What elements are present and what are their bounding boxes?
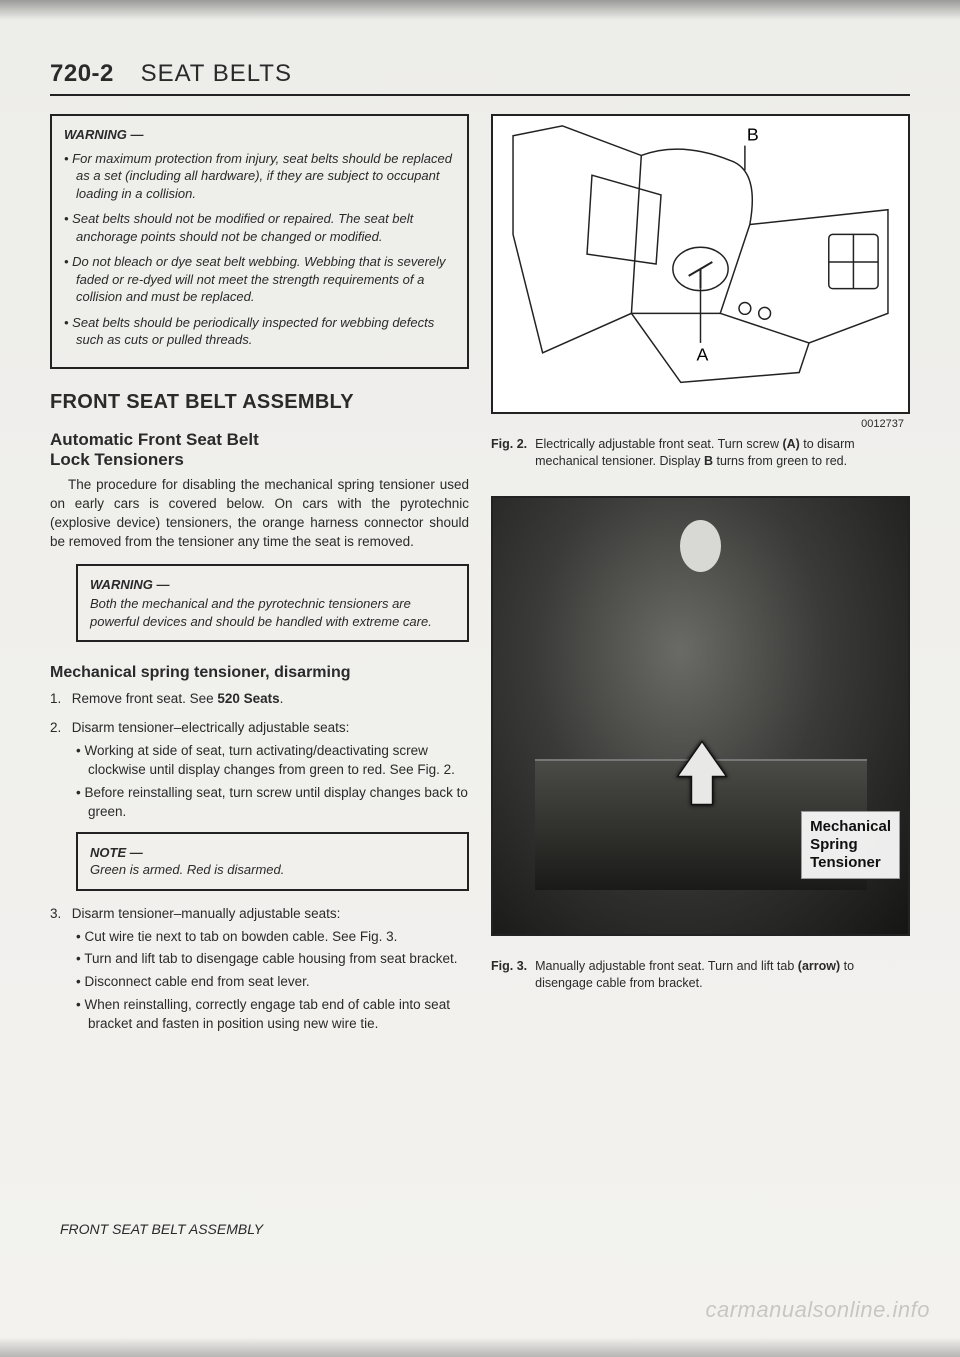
- warning-item: Seat belts should not be modified or rep…: [64, 210, 455, 245]
- figure-label: Fig. 3.: [491, 958, 527, 992]
- warning-item: For maximum protection from injury, seat…: [64, 150, 455, 203]
- step-number: 2.: [50, 719, 68, 738]
- step-number: 3.: [50, 905, 68, 924]
- note-body: Green is armed. Red is disarmed.: [90, 861, 455, 879]
- procedure-steps-cont: 3. Disarm tensioner–manually adjustable …: [50, 905, 469, 1034]
- sub-step: Disconnect cable end from seat lever.: [76, 973, 469, 992]
- figure-2-caption: Fig. 2. Electrically adjustable front se…: [491, 436, 910, 470]
- sub-steps: Working at side of seat, turn activating…: [76, 742, 469, 822]
- warning-item: Seat belts should be periodically inspec…: [64, 314, 455, 349]
- figure-caption-text: Manually adjustable front seat. Turn and…: [535, 958, 910, 992]
- page-shadow-top: [0, 0, 960, 20]
- manual-page: 720-2 SEAT BELTS WARNING — For maximum p…: [0, 0, 960, 1357]
- seat-diagram-svg: B A: [493, 116, 908, 412]
- warning-heading: WARNING —: [90, 577, 169, 592]
- left-column: WARNING — For maximum protection from in…: [50, 114, 469, 1044]
- overlay-line: Mechanical: [810, 818, 891, 835]
- sub-step: When reinstalling, correctly engage tab …: [76, 996, 469, 1034]
- section-heading-2: Automatic Front Seat Belt Lock Tensioner…: [50, 430, 469, 470]
- right-column: B A 0012737 Fig. 2. Electrically adjusta…: [491, 114, 910, 1044]
- photo-bolt: [680, 520, 722, 572]
- step-text: Disarm tensioner–manually adjustable sea…: [72, 906, 341, 921]
- figure-id: 0012737: [861, 418, 904, 430]
- overlay-line: Spring: [810, 836, 858, 853]
- warning-list: For maximum protection from injury, seat…: [64, 150, 455, 349]
- section-heading-3: Mechanical spring tensioner, disarming: [50, 664, 469, 682]
- footer-section-title: FRONT SEAT BELT ASSEMBLY: [60, 1221, 263, 1237]
- sub-step: Before reinstalling seat, turn screw unt…: [76, 784, 469, 822]
- warning-box-top: WARNING — For maximum protection from in…: [50, 114, 469, 369]
- photo-overlay-label: Mechanical Spring Tensioner: [801, 811, 900, 879]
- page-header-text: 720-2 SEAT BELTS: [50, 60, 910, 88]
- sub-step: Turn and lift tab to disengage cable hou…: [76, 950, 469, 969]
- sub-step: Working at side of seat, turn activating…: [76, 742, 469, 780]
- step-2: 2. Disarm tensioner–electrically adjusta…: [50, 719, 469, 821]
- marker-b: B: [747, 125, 759, 145]
- figure-caption-text: Electrically adjustable front seat. Turn…: [535, 436, 910, 470]
- sub-step: Cut wire tie next to tab on bowden cable…: [76, 928, 469, 947]
- warning-heading: WARNING —: [64, 126, 455, 144]
- page-title: SEAT BELTS: [141, 60, 292, 87]
- step-text: Remove front seat. See 520 Seats.: [72, 691, 284, 706]
- marker-a: A: [697, 345, 709, 365]
- watermark: carmanualsonline.info: [705, 1297, 930, 1323]
- overlay-line: Tensioner: [810, 854, 881, 871]
- page-header: 720-2 SEAT BELTS: [50, 60, 910, 96]
- arrow-icon: [667, 738, 737, 808]
- figure-label: Fig. 2.: [491, 436, 527, 470]
- sub-steps: Cut wire tie next to tab on bowden cable…: [76, 928, 469, 1034]
- section-heading-1: FRONT SEAT BELT ASSEMBLY: [50, 391, 469, 414]
- figure-2-wrap: B A 0012737 Fig. 2. Electrically adjusta…: [491, 114, 910, 470]
- step-1: 1. Remove front seat. See 520 Seats.: [50, 690, 469, 709]
- heading-line-1: Automatic Front Seat Belt: [50, 430, 259, 449]
- note-heading: NOTE —: [90, 844, 455, 862]
- figure-3-wrap: Mechanical Spring Tensioner 0013183 Fig.…: [491, 496, 910, 992]
- warning-box-mid: WARNING — Both the mechanical and the py…: [76, 564, 469, 643]
- step-3: 3. Disarm tensioner–manually adjustable …: [50, 905, 469, 1034]
- procedure-steps: 1. Remove front seat. See 520 Seats. 2. …: [50, 690, 469, 821]
- page-shadow-bottom: [0, 1337, 960, 1357]
- heading-line-2: Lock Tensioners: [50, 450, 184, 469]
- figure-3-photo: Mechanical Spring Tensioner 0013183: [491, 496, 910, 936]
- figure-2-diagram: B A 0012737: [491, 114, 910, 414]
- warning-item: Do not bleach or dye seat belt webbing. …: [64, 253, 455, 306]
- step-text: Disarm tensioner–electrically adjustable…: [72, 720, 350, 735]
- note-box: NOTE — Green is armed. Red is disarmed.: [76, 832, 469, 891]
- figure-3-caption: Fig. 3. Manually adjustable front seat. …: [491, 958, 910, 992]
- step-number: 1.: [50, 690, 68, 709]
- warning-body: Both the mechanical and the pyrotechnic …: [90, 595, 455, 630]
- intro-paragraph: The procedure for disabling the mechanic…: [50, 476, 469, 552]
- photo-placeholder: Mechanical Spring Tensioner: [493, 498, 908, 934]
- two-column-layout: WARNING — For maximum protection from in…: [50, 114, 910, 1044]
- page-number: 720-2: [50, 60, 114, 87]
